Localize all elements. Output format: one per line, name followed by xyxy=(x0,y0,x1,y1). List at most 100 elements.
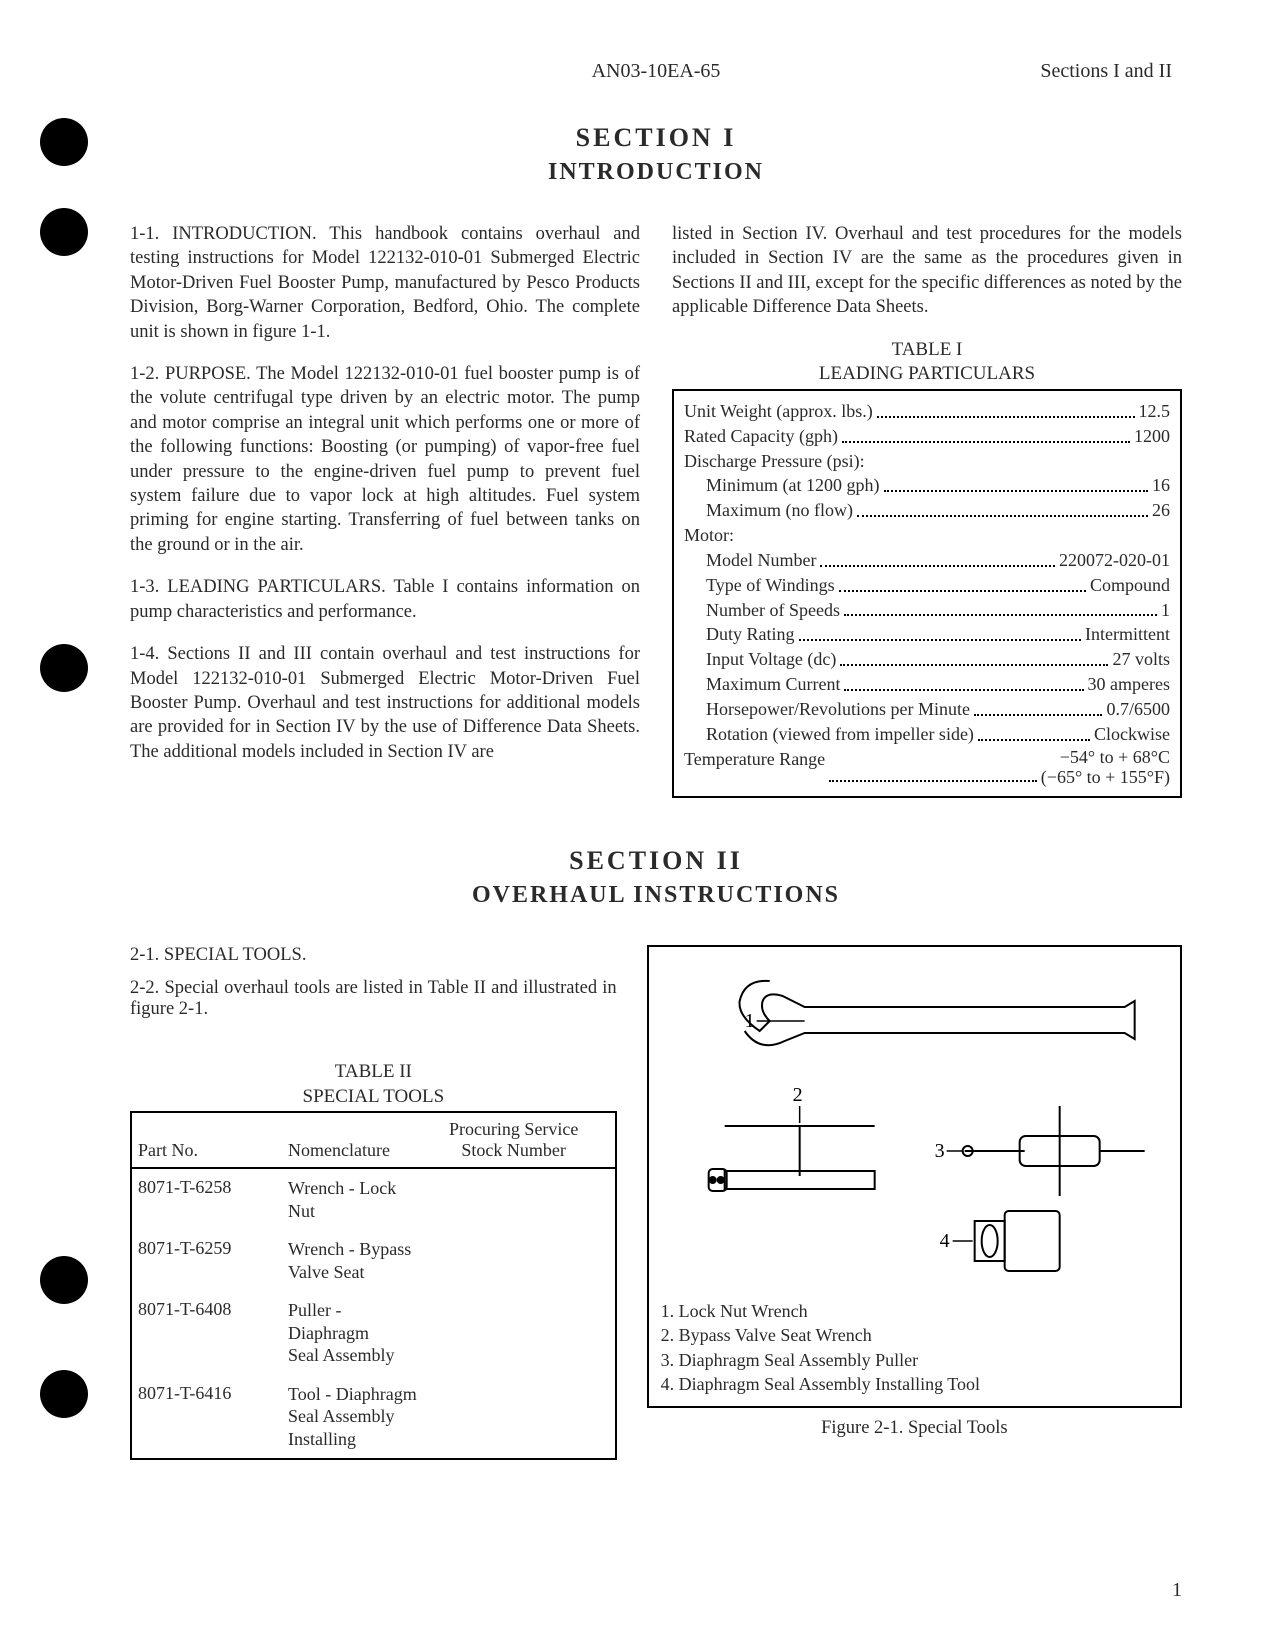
table-row: Maximum (no flow) 26 xyxy=(684,498,1170,523)
row-value: 30 amperes xyxy=(1088,672,1170,697)
cell-stock xyxy=(419,1383,609,1451)
section-1-left-col: 1-1. INTRODUCTION. This handbook contain… xyxy=(130,222,640,798)
table-row: Unit Weight (approx. lbs.) 12.5 xyxy=(684,399,1170,424)
para-1-4a: 1-4. Sections II and III contain overhau… xyxy=(130,642,640,764)
section-2-title: SECTION II xyxy=(130,846,1182,876)
table-2: Part No. Nomenclature Procuring Service … xyxy=(130,1111,617,1460)
tools-illustration: 1 2 xyxy=(661,961,1168,1291)
table-row: Duty Rating Intermittent xyxy=(684,622,1170,647)
legend-item: 3. Diaphragm Seal Assembly Puller xyxy=(661,1348,1168,1372)
para-1-1: 1-1. INTRODUCTION. This handbook contain… xyxy=(130,222,640,344)
figure-2-1: 1 2 xyxy=(647,945,1182,1408)
cell-nomenclature: Puller - DiaphragmSeal Assembly xyxy=(288,1299,419,1367)
figure-2-1-caption: Figure 2-1. Special Tools xyxy=(647,1418,1182,1439)
table-row: 8071-T-6416Tool - DiaphragmSeal Assembly… xyxy=(138,1383,609,1451)
para-1-2: 1-2. PURPOSE. The Model 122132-010-01 fu… xyxy=(130,362,640,557)
row-label: Motor: xyxy=(684,523,734,548)
figure-2-1-canvas: 1 2 xyxy=(661,961,1168,1291)
row-label: Maximum Current xyxy=(706,672,840,697)
table-row: Temperature Range−54° to + 68°C(−65° to … xyxy=(684,747,1170,788)
page: AN03-10EA-65 Sections I and II SECTION I… xyxy=(0,0,1272,1632)
table-row: 8071-T-6258Wrench - Lock Nut xyxy=(138,1177,609,1222)
cell-nomenclature: Wrench - BypassValve Seat xyxy=(288,1238,419,1283)
cell-nomenclature: Wrench - Lock Nut xyxy=(288,1177,419,1222)
row-value: 27 volts xyxy=(1112,647,1170,672)
callout-1: 1 xyxy=(744,1010,754,1032)
table-2-body: 8071-T-6258Wrench - Lock Nut8071-T-6259W… xyxy=(132,1169,615,1458)
figure-2-1-legend: 1. Lock Nut Wrench2. Bypass Valve Seat W… xyxy=(661,1299,1168,1396)
row-label: Model Number xyxy=(706,548,816,573)
row-label: Rated Capacity (gph) xyxy=(684,424,838,449)
row-label: Discharge Pressure (psi): xyxy=(684,449,865,474)
table-2-title-line1: TABLE II xyxy=(335,1061,412,1082)
table-row: Maximum Current 30 amperes xyxy=(684,672,1170,697)
section-1-body: 1-1. INTRODUCTION. This handbook contain… xyxy=(130,222,1182,798)
table-1: Unit Weight (approx. lbs.) 12.5 Rated Capa… xyxy=(672,389,1182,798)
table-1-title-line1: TABLE I xyxy=(892,339,963,360)
callout-3: 3 xyxy=(934,1140,944,1162)
cell-part-no: 8071-T-6408 xyxy=(138,1299,288,1367)
row-label: Temperature Range xyxy=(684,747,825,788)
row-label: Input Voltage (dc) xyxy=(706,647,836,672)
row-value: 220072-020-01 xyxy=(1059,548,1170,573)
row-value: 16 xyxy=(1152,473,1170,498)
table-row: 8071-T-6259Wrench - BypassValve Seat xyxy=(138,1238,609,1283)
row-label: Number of Speeds xyxy=(706,598,840,623)
table-row: 8071-T-6408Puller - DiaphragmSeal Assemb… xyxy=(138,1299,609,1367)
punch-hole xyxy=(40,208,88,256)
cell-part-no: 8071-T-6258 xyxy=(138,1177,288,1222)
row-value: 1200 xyxy=(1134,424,1170,449)
row-label: Unit Weight (approx. lbs.) xyxy=(684,399,873,424)
cell-part-no: 8071-T-6259 xyxy=(138,1238,288,1283)
table-row: Model Number 220072-020-01 xyxy=(684,548,1170,573)
legend-item: 4. Diaphragm Seal Assembly Installing To… xyxy=(661,1372,1168,1396)
row-value: Intermittent xyxy=(1085,622,1170,647)
table-row: Input Voltage (dc) 27 volts xyxy=(684,647,1170,672)
row-label: Duty Rating xyxy=(706,622,795,647)
punch-hole xyxy=(40,1370,88,1418)
cell-stock xyxy=(419,1177,609,1222)
row-label: Type of Windings xyxy=(706,573,835,598)
row-label: Horsepower/Revolutions per Minute xyxy=(706,697,970,722)
cell-part-no: 8071-T-6416 xyxy=(138,1383,288,1451)
table-row: Motor: xyxy=(684,523,1170,548)
punch-hole xyxy=(40,118,88,166)
section-2-right-col: 1 2 xyxy=(647,945,1182,1460)
cell-stock xyxy=(419,1299,609,1367)
table-row: Minimum (at 1200 gph)16 xyxy=(684,473,1170,498)
legend-item: 1. Lock Nut Wrench xyxy=(661,1299,1168,1323)
callout-2: 2 xyxy=(792,1084,802,1106)
table-row: Horsepower/Revolutions per Minute 0.7/650… xyxy=(684,697,1170,722)
table-row: Number of Speeds 1 xyxy=(684,598,1170,623)
table-row: Discharge Pressure (psi): xyxy=(684,449,1170,474)
th-nomenclature: Nomenclature xyxy=(288,1140,419,1161)
section-1-title: SECTION I xyxy=(130,123,1182,153)
row-value: 1 xyxy=(1161,598,1170,623)
section-2-body: 2-1. SPECIAL TOOLS. 2-2. Special overhau… xyxy=(130,945,1182,1460)
row-value: 26 xyxy=(1152,498,1170,523)
legend-item: 2. Bypass Valve Seat Wrench xyxy=(661,1323,1168,1347)
para-2-1: 2-1. SPECIAL TOOLS. xyxy=(130,945,617,966)
table-2-title: TABLE II SPECIAL TOOLS xyxy=(130,1060,617,1109)
row-value: Clockwise xyxy=(1094,722,1170,747)
table-2-title-line2: SPECIAL TOOLS xyxy=(303,1086,445,1107)
table-1-title: TABLE I LEADING PARTICULARS xyxy=(672,338,1182,387)
section-2-left-col: 2-1. SPECIAL TOOLS. 2-2. Special overhau… xyxy=(130,945,617,1460)
section-2-subtitle: OVERHAUL INSTRUCTIONS xyxy=(130,882,1182,909)
section-1-right-col: listed in Section IV. Overhaul and test … xyxy=(672,222,1182,798)
th-part-no: Part No. xyxy=(138,1140,288,1161)
para-1-3: 1-3. LEADING PARTICULARS. Table I contai… xyxy=(130,575,640,624)
punch-hole xyxy=(40,644,88,692)
section-indicator: Sections I and II xyxy=(720,60,1172,83)
table-2-header: Part No. Nomenclature Procuring Service … xyxy=(132,1113,615,1169)
callout-4: 4 xyxy=(939,1230,949,1252)
row-value: 12.5 xyxy=(1139,399,1171,424)
row-value: Compound xyxy=(1090,573,1170,598)
table-row: Type of Windings Compound xyxy=(684,573,1170,598)
row-value: 0.7/6500 xyxy=(1106,697,1170,722)
para-2-2: 2-2. Special overhaul tools are listed i… xyxy=(130,978,617,1020)
page-number: 1 xyxy=(1172,1579,1182,1602)
page-header: AN03-10EA-65 Sections I and II xyxy=(130,60,1182,83)
row-label: Maximum (no flow) xyxy=(706,498,853,523)
th-stock: Procuring Service Stock Number xyxy=(419,1119,609,1161)
